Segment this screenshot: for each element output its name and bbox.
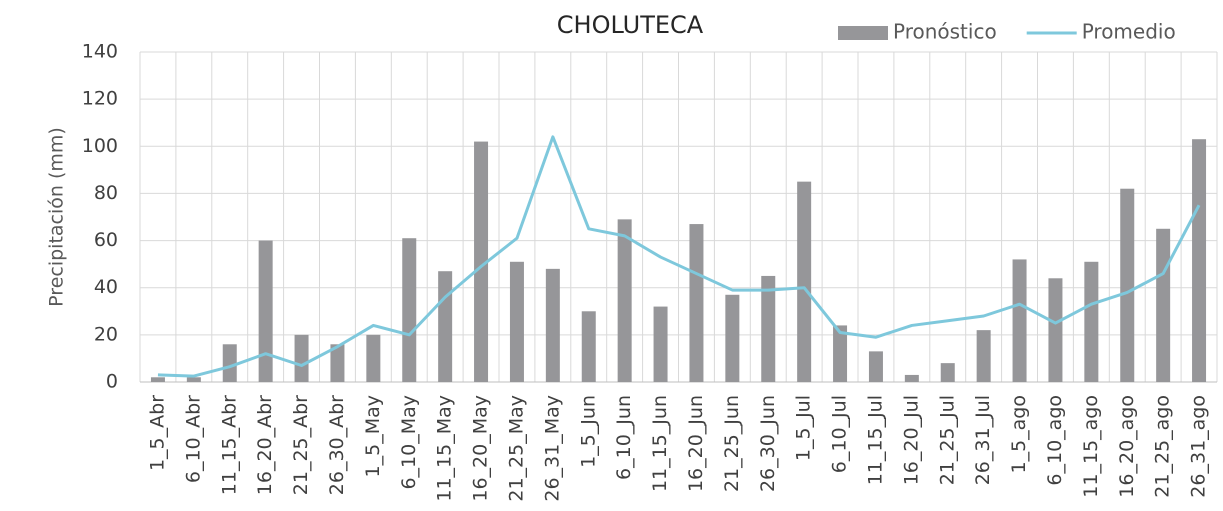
bar — [474, 141, 489, 382]
x-tick-label: 26_31_May — [541, 395, 563, 502]
bar — [186, 377, 201, 382]
y-axis-title: Precipitación (mm) — [46, 127, 68, 307]
bar — [940, 363, 955, 382]
bar — [258, 240, 273, 382]
x-tick-label: 11_15_May — [434, 395, 456, 502]
x-tick-label: 21_25_Jul — [936, 395, 958, 485]
y-tick-label: 40 — [94, 276, 118, 298]
x-tick-label: 16_20_ago — [1116, 395, 1138, 498]
bar — [868, 351, 883, 382]
x-tick-label: 11_15_ago — [1080, 395, 1102, 498]
bar — [653, 306, 668, 382]
bar — [797, 181, 812, 382]
x-tick-label: 26_30_Jun — [757, 395, 779, 492]
chart-title: CHOLUTECA — [557, 11, 704, 39]
y-tick-label: 0 — [106, 371, 118, 393]
bar — [976, 330, 991, 382]
x-tick-label: 6_10_Jun — [613, 395, 635, 480]
y-tick-label: 120 — [82, 88, 118, 110]
bar — [330, 344, 345, 382]
x-tick-label: 26_31_ago — [1188, 395, 1210, 498]
bar — [581, 311, 596, 382]
bar — [1156, 228, 1171, 382]
x-tick-label: 16_20_Jun — [685, 395, 707, 492]
bar — [833, 325, 848, 382]
x-tick-label: 6_10_Jul — [829, 395, 851, 473]
x-tick-label: 21_25_Jun — [721, 395, 743, 492]
legend-label: Pronóstico — [893, 20, 997, 44]
line — [157, 135, 1201, 378]
bar — [509, 261, 524, 382]
bar — [1120, 188, 1135, 382]
bar — [438, 271, 453, 382]
x-tick-label: 11_15_Jun — [649, 395, 671, 492]
x-tick-label: 16_20_Jul — [900, 395, 922, 485]
x-tick-label: 6_10_Abr — [182, 395, 204, 483]
x-tick-label: 11_15_Jul — [864, 395, 886, 485]
x-tick-label: 21_25_ago — [1152, 395, 1174, 498]
y-tick-label: 60 — [94, 229, 118, 251]
bar — [545, 268, 560, 382]
bar — [294, 334, 309, 382]
bar — [904, 374, 919, 382]
x-tick-label: 6_10_ago — [1044, 395, 1066, 486]
bar — [150, 377, 165, 382]
y-tick-label: 100 — [82, 135, 118, 157]
x-tick-label: 1_5_Abr — [146, 395, 168, 471]
x-tick-label: 11_15_Abr — [218, 395, 240, 495]
bar — [1192, 139, 1207, 382]
bar — [689, 224, 704, 382]
x-tick-label: 1_5_Jul — [793, 395, 815, 461]
x-tick-label: 1_5_ago — [1008, 395, 1030, 474]
bar — [1012, 259, 1027, 382]
x-tick-label: 26_31_Jul — [972, 395, 994, 485]
x-tick-label: 1_5_Jun — [577, 395, 599, 468]
x-tick-label: 21_25_May — [505, 395, 527, 502]
y-tick-label: 20 — [94, 323, 118, 345]
x-tick-label: 26_30_Abr — [326, 395, 348, 495]
x-tick-label: 16_20_Abr — [254, 395, 276, 495]
bar — [366, 334, 381, 382]
y-tick-label: 80 — [94, 182, 118, 204]
legend-swatch — [838, 26, 888, 40]
y-tick-label: 140 — [82, 41, 118, 63]
bar — [1048, 278, 1063, 382]
x-tick-label: 16_20_May — [470, 395, 492, 502]
bar — [222, 344, 237, 382]
x-tick-label: 6_10_May — [398, 395, 420, 490]
bar — [617, 219, 632, 382]
x-tick-label: 21_25_Abr — [290, 395, 312, 495]
bar — [725, 294, 740, 382]
bar — [761, 275, 776, 382]
legend-label: Promedio — [1082, 20, 1176, 44]
x-tick-label: 1_5_May — [362, 395, 384, 477]
bar — [1084, 261, 1099, 382]
bar — [402, 238, 417, 382]
